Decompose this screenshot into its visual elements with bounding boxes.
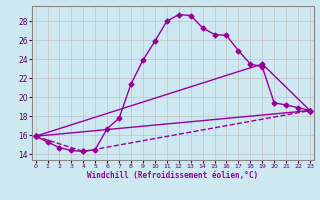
X-axis label: Windchill (Refroidissement éolien,°C): Windchill (Refroidissement éolien,°C): [87, 171, 258, 180]
